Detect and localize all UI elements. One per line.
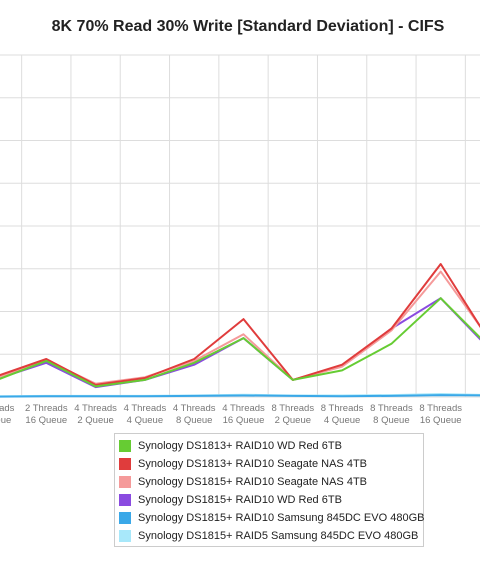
series-line (0, 263, 480, 386)
x-tick-label: 8 Threads 4 Queue (321, 403, 364, 426)
legend-entry[interactable]: Synology DS1815+ RAID10 Seagate NAS 4TB (119, 473, 423, 491)
legend-swatch (119, 458, 131, 470)
legend: Synology DS1813+ RAID10 WD Red 6TB Synolo… (114, 433, 424, 547)
legend-swatch (119, 476, 131, 488)
legend-swatch (119, 512, 131, 524)
legend-entry[interactable]: Synology DS1815+ RAID10 WD Red 6TB (119, 491, 423, 509)
legend-swatch (119, 440, 131, 452)
x-tick-label: 8 Threads 2 Queue (271, 403, 314, 426)
legend-label: Synology DS1815+ RAID10 WD Red 6TB (138, 494, 342, 506)
x-tick-label: 8 Threads 16 Queue (419, 403, 462, 426)
x-tick-label: 4 Threads 8 Queue (173, 403, 216, 426)
chart-title: 8K 70% Read 30% Write [Standard Deviatio… (51, 18, 445, 35)
legend-label: Synology DS1815+ RAID10 Samsung 845DC EV… (138, 512, 425, 524)
legend-entry[interactable]: Synology DS1813+ RAID10 Seagate NAS 4TB (119, 455, 423, 473)
x-tick-label: 8 Threads 8 Queue (370, 403, 413, 426)
gridlines (0, 54, 480, 398)
series-line (0, 297, 480, 388)
legend-label: Synology DS1815+ RAID10 Seagate NAS 4TB (138, 476, 367, 488)
legend-label: Synology DS1815+ RAID5 Samsung 845DC EVO… (138, 530, 419, 542)
legend-entry[interactable]: Synology DS1815+ RAID5 Samsung 845DC EVO… (119, 527, 423, 545)
series-line (0, 394, 480, 398)
legend-entry[interactable]: Synology DS1813+ RAID10 WD Red 6TB (119, 437, 423, 455)
legend-label: Synology DS1813+ RAID10 Seagate NAS 4TB (138, 458, 367, 470)
legend-swatch (119, 530, 131, 542)
legend-label: Synology DS1813+ RAID10 WD Red 6TB (138, 440, 342, 452)
x-tick-label: 2 Threads 16 Queue (25, 403, 68, 426)
x-tick-label: 4 Threads 4 Queue (124, 403, 167, 426)
x-tick-label: ThreadsQueue (0, 403, 15, 426)
legend-swatch (119, 494, 131, 506)
legend-entry[interactable]: Synology DS1815+ RAID10 Samsung 845DC EV… (119, 509, 425, 527)
x-tick-label: 4 Threads 2 Queue (74, 403, 117, 426)
x-tick-label: 4 Threads 16 Queue (222, 403, 265, 426)
series-lines (0, 263, 480, 398)
